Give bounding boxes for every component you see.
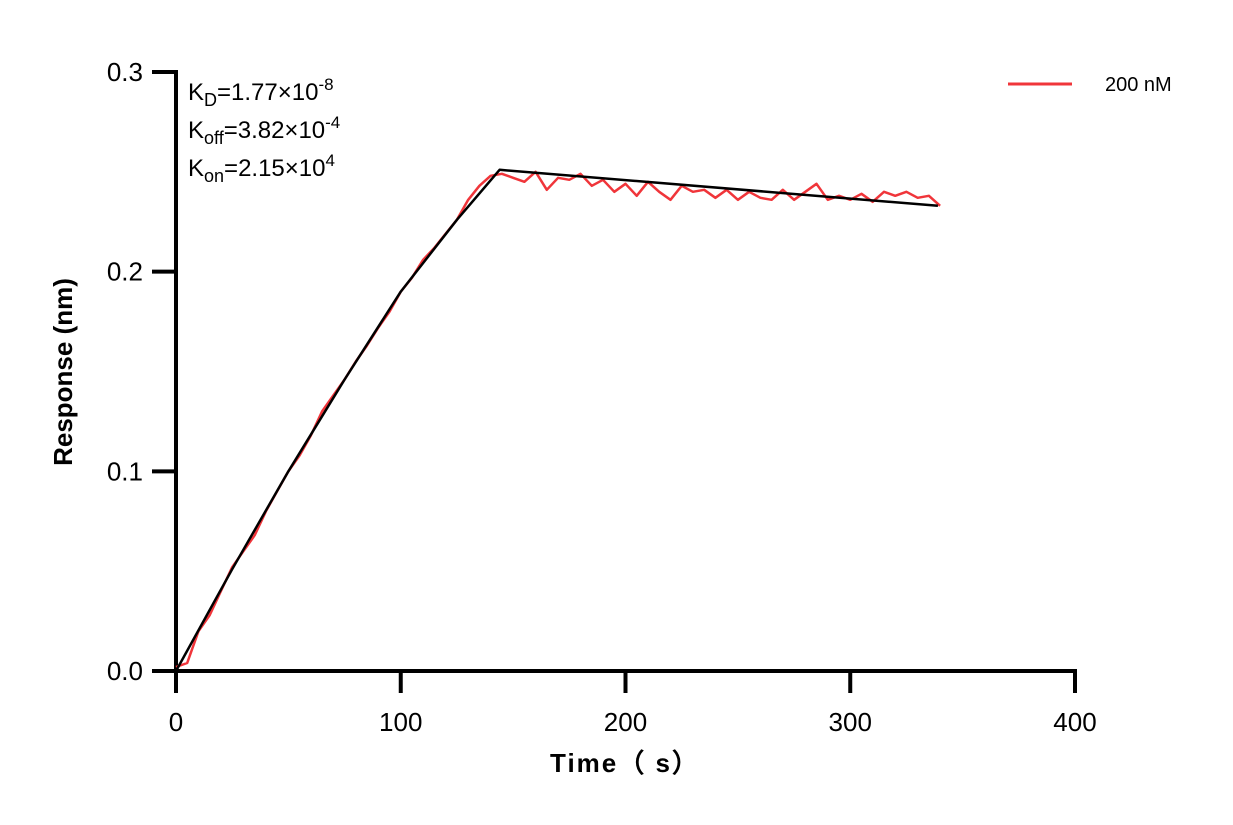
x-tick-label: 100 [379,707,422,737]
x-tick-label: 400 [1053,707,1096,737]
x-tick-label: 0 [169,707,183,737]
fit-line [174,168,939,672]
y-tick-label: 0.2 [107,257,143,287]
legend-label: 200 nM [1105,74,1172,96]
y-tick-label: 0.3 [107,57,143,87]
y-tick-label: 0.1 [107,456,143,486]
y-tick-label: 0.0 [107,656,143,686]
legend: 200 nM [1008,74,1172,96]
kinetic-constant-D: KD=1.77×10-8 [188,75,334,110]
kinetic-constant-on: Kon=2.15×104 [188,151,335,186]
x-axis-label: Time（ s） [550,748,700,778]
kinetic-constant-off: Koff=3.82×10-4 [188,113,340,148]
series-200nM-line [175,170,941,669]
y-axis-label: Response (nm) [48,278,78,466]
x-tick-label: 300 [829,707,872,737]
x-tick-label: 200 [604,707,647,737]
